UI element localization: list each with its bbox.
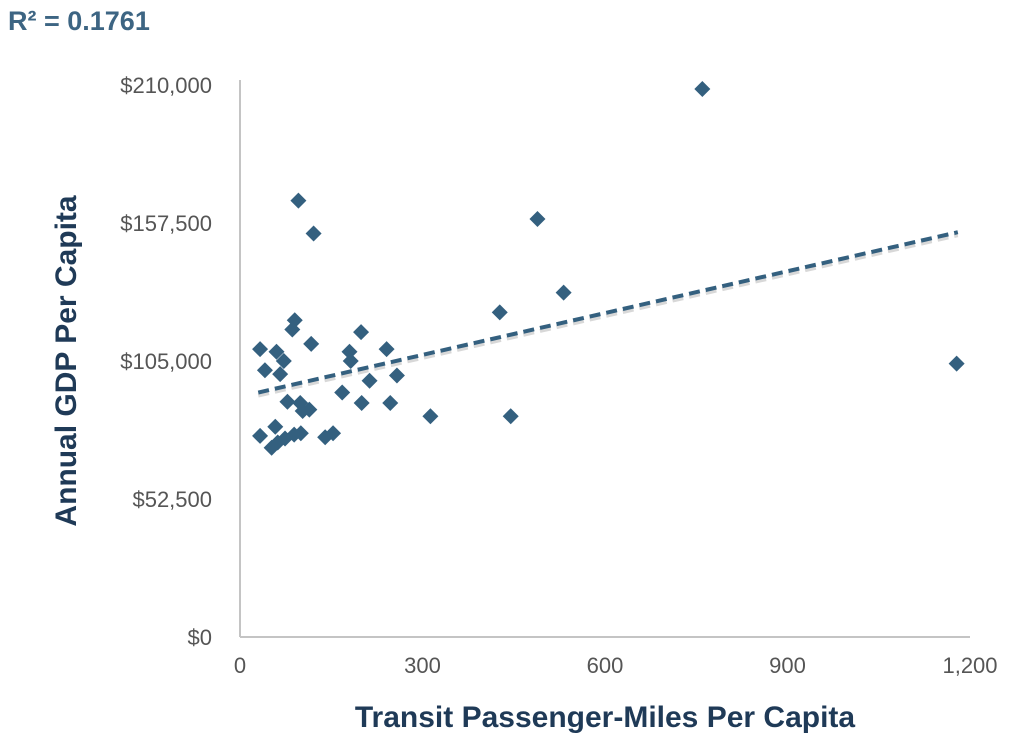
data-point (502, 408, 519, 425)
data-point (301, 401, 318, 418)
data-point (388, 367, 405, 384)
data-point (491, 304, 508, 321)
y-tick-labels: $0 $52,500 $105,000 $157,500 $210,000 (120, 73, 212, 650)
x-tick-label: 300 (404, 653, 441, 678)
data-point (275, 353, 292, 369)
data-points (252, 80, 965, 456)
y-tick-label: $105,000 (120, 349, 212, 374)
data-point (529, 211, 546, 228)
data-point (353, 324, 370, 341)
x-tick-label: 600 (587, 653, 624, 678)
y-axis-title: Annual GDP Per Capita (50, 195, 83, 527)
data-point (303, 335, 320, 352)
data-point (334, 384, 351, 401)
data-point (305, 225, 322, 242)
data-point (422, 408, 439, 425)
data-point (268, 343, 285, 360)
data-point (263, 439, 280, 456)
y-tick-label: $0 (188, 625, 212, 650)
data-point (292, 425, 309, 442)
trendline (257, 230, 959, 395)
data-point (378, 341, 395, 358)
x-tick-label: 900 (769, 653, 806, 678)
y-tick-label: $210,000 (120, 73, 212, 98)
data-point (317, 429, 334, 446)
data-point (353, 395, 370, 412)
data-point (342, 353, 359, 369)
trendline-group (257, 230, 959, 398)
data-point (382, 395, 399, 412)
x-tick-label: 1,200 (942, 653, 997, 678)
data-point (267, 418, 284, 435)
data-point (694, 80, 711, 97)
data-point (272, 366, 289, 383)
data-point (279, 393, 296, 410)
data-point (555, 284, 572, 301)
data-point (252, 341, 269, 358)
data-point (256, 362, 273, 379)
x-tick-labels: 0 300 600 900 1,200 (234, 653, 998, 678)
data-point (948, 355, 965, 372)
data-point (252, 427, 269, 444)
x-tick-label: 0 (234, 653, 246, 678)
y-tick-label: $157,500 (120, 211, 212, 236)
trendline-shadow (257, 233, 959, 398)
y-tick-label: $52,500 (132, 487, 212, 512)
data-point (290, 192, 307, 209)
data-point (284, 321, 301, 338)
r-squared-annotation: R² = 0.1761 (8, 6, 150, 36)
data-point (361, 372, 378, 389)
axes (239, 80, 970, 638)
x-axis-title: Transit Passenger-Miles Per Capita (355, 701, 856, 734)
